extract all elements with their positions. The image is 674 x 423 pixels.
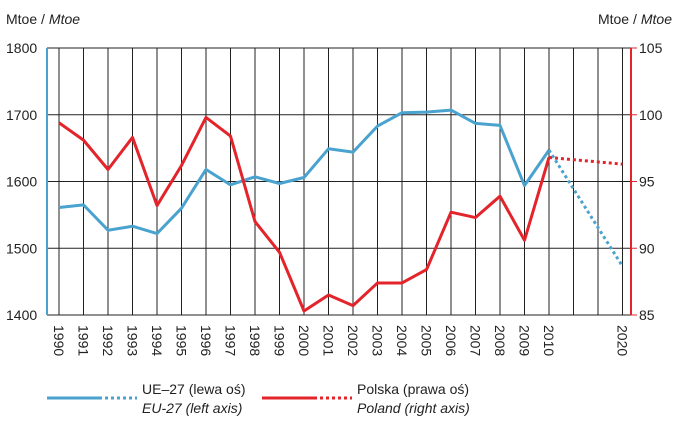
x-tick-label: 2001 xyxy=(321,325,337,356)
y-tick-label: 1800 xyxy=(6,40,37,56)
y2-tick-label: 90 xyxy=(639,240,655,256)
x-tick-label: 1990 xyxy=(51,325,67,356)
y2-tick-label: 95 xyxy=(639,174,655,190)
axis-label-part: Mtoe xyxy=(49,11,80,27)
axis-label-part: Mtoe xyxy=(641,11,672,27)
x-tick-label: 2020 xyxy=(615,325,631,356)
y-tick-label: 1400 xyxy=(6,307,37,323)
legend-label-en: EU-27 (left axis) xyxy=(142,400,242,416)
x-tick-label: 1997 xyxy=(223,325,239,356)
series-line xyxy=(58,115,551,313)
x-tick-label: 2009 xyxy=(517,325,533,356)
projection-line xyxy=(548,155,623,166)
y-tick-label: 1500 xyxy=(6,240,37,256)
y-tick-label: 1700 xyxy=(6,107,37,123)
axis-label-part: Mtoe / xyxy=(598,11,637,27)
legend-label-en: Poland (right axis) xyxy=(357,400,470,416)
axis-label: Mtoe / Mtoe xyxy=(598,11,672,27)
legend-label: UE–27 (lewa oś) xyxy=(142,381,246,397)
x-tick-label: 1991 xyxy=(76,325,92,356)
x-tick-label: 2000 xyxy=(296,325,312,356)
x-tick-label: 2010 xyxy=(541,325,557,356)
x-tick-label: 1994 xyxy=(149,325,165,356)
x-tick-label: 2006 xyxy=(443,325,459,356)
axis-label-part: Mtoe / xyxy=(6,11,45,27)
y2-tick-label: 105 xyxy=(639,40,663,56)
x-tick-label: 2002 xyxy=(345,325,361,356)
x-tick-label: 1993 xyxy=(125,325,141,356)
y-tick-label: 1600 xyxy=(6,174,37,190)
x-tick-label: 1999 xyxy=(272,325,288,356)
axis-label: Mtoe / Mtoe xyxy=(6,11,80,27)
projection-line xyxy=(547,149,624,268)
legend-label: Polska (prawa oś) xyxy=(357,381,469,397)
y2-tick-label: 100 xyxy=(639,107,663,123)
x-tick-label: 2004 xyxy=(394,325,410,356)
x-tick-label: 1992 xyxy=(100,325,116,356)
x-tick-label: 2008 xyxy=(492,325,508,356)
x-tick-label: 2003 xyxy=(370,325,386,356)
series-line xyxy=(58,108,551,236)
y2-tick-label: 85 xyxy=(639,307,655,323)
x-tick-label: 1995 xyxy=(174,325,190,356)
x-tick-label: 2005 xyxy=(419,325,435,356)
x-tick-label: 1998 xyxy=(247,325,263,356)
x-tick-label: 2007 xyxy=(468,325,484,356)
x-tick-label: 1996 xyxy=(198,325,214,356)
